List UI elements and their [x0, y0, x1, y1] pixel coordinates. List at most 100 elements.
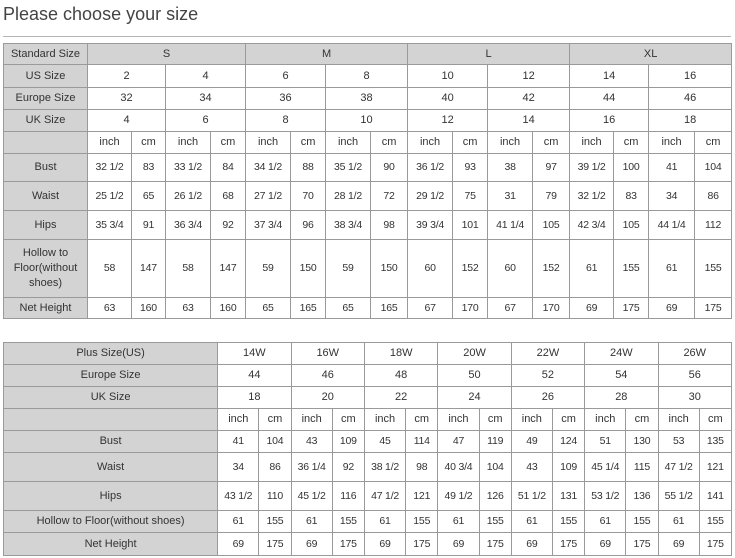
measurement-label: Hollow to Floor(without shoes)	[2, 510, 219, 533]
table-row: Bust 32 1/2 83 33 1/2 84 34 1/2 88 35 1/2 90 36 1…	[3, 153, 733, 182]
size-value: 34	[164, 87, 247, 110]
table-row: UK Size 18 20 22 24 26 28 30	[2, 386, 733, 409]
unit-cm: cm	[613, 131, 650, 154]
measurement-value: 36 3/4	[165, 210, 211, 240]
measurement-value: 175	[694, 297, 733, 319]
measurement-value: 116	[331, 481, 365, 511]
measurement-value: 68	[209, 181, 247, 211]
measurement-value: 110	[258, 481, 292, 511]
measurement-value: 152	[532, 239, 571, 298]
row-label: UK Size	[3, 109, 88, 132]
size-value: 14	[569, 64, 650, 88]
unit-cm: cm	[478, 408, 512, 431]
size-value: 4	[164, 64, 247, 88]
unit-inch: inch	[584, 408, 627, 431]
size-value: 26W	[657, 342, 733, 365]
measurement-value: 44 1/4	[648, 210, 696, 240]
size-value: 10	[325, 109, 409, 132]
measurement-value: 79	[532, 181, 571, 211]
unit-cm: cm	[532, 131, 571, 154]
measurement-value: 61	[290, 510, 333, 533]
measurement-value: 136	[625, 481, 659, 511]
unit-row: inch cm inch cm inch cm inch cm inch cm inch cm inch…	[3, 131, 733, 154]
measurement-value: 175	[625, 532, 659, 556]
standard-size-s: S	[86, 43, 247, 65]
measurement-value: 155	[478, 510, 512, 533]
size-value: 6	[245, 64, 327, 88]
measurement-value: 101	[452, 210, 489, 240]
size-value: 14W	[217, 342, 292, 365]
measurement-value: 45	[363, 430, 407, 453]
row-label: US Size	[3, 64, 88, 88]
measurement-value: 53 1/2	[584, 481, 627, 511]
measurement-value: 40 3/4	[437, 452, 480, 482]
measurement-value: 47 1/2	[363, 481, 407, 511]
measurement-value: 45 1/2	[290, 481, 333, 511]
measurement-value: 69	[363, 532, 407, 556]
table-row: Waist 25 1/2 65 26 1/2 68 27 1/2 70 28 1/2 72 29 …	[3, 181, 733, 211]
measurement-value: 47	[437, 430, 480, 453]
measurement-value: 38	[487, 153, 534, 182]
measurement-value: 75	[452, 181, 489, 211]
unit-cm: cm	[131, 131, 166, 154]
table-row: Hips 43 1/2 110 45 1/2 116 47 1/2 121 49 1/2 126…	[2, 481, 733, 511]
table-row: Europe Size 32 34 36 38 40 42 44 46	[3, 87, 733, 110]
measurement-value: 155	[625, 510, 659, 533]
measurement-value: 131	[551, 481, 586, 511]
unit-row: inch cm inch cm inch cm inch cm inch cm inch cm inch…	[2, 408, 733, 431]
unit-inch: inch	[325, 131, 372, 154]
measurement-value: 93	[452, 153, 489, 182]
unit-inch: inch	[363, 408, 407, 431]
header-row: Plus Size(US) 14W 16W 18W 20W 22W 24W 26W	[2, 342, 733, 365]
measurement-value: 49	[510, 430, 553, 453]
measurement-value: 175	[478, 532, 512, 556]
size-value: 46	[648, 87, 733, 110]
measurement-value: 47 1/2	[657, 452, 700, 482]
measurement-value: 32 1/2	[569, 181, 615, 211]
row-label: Europe Size	[3, 87, 88, 110]
unit-inch: inch	[87, 131, 132, 154]
measurement-value: 59	[325, 239, 372, 298]
size-value: 54	[584, 364, 659, 387]
measurement-value: 41	[648, 153, 696, 182]
header-label: Standard Size	[3, 43, 88, 65]
measurement-value: 147	[209, 239, 247, 298]
measurement-label: Bust	[3, 153, 88, 182]
measurement-value: 83	[613, 181, 650, 211]
measurement-value: 126	[478, 481, 512, 511]
unit-cm: cm	[370, 131, 409, 154]
size-value: 24	[437, 386, 512, 409]
measurement-value: 41 1/4	[487, 210, 534, 240]
measurement-value: 86	[258, 452, 292, 482]
measurement-value: 92	[209, 210, 247, 240]
unit-inch: inch	[245, 131, 292, 154]
measurement-value: 170	[532, 297, 571, 319]
measurement-value: 39 3/4	[407, 210, 454, 240]
measurement-label: Hips	[3, 210, 88, 240]
unit-inch: inch	[407, 131, 454, 154]
size-value: 32	[87, 87, 166, 110]
size-value: 16W	[290, 342, 365, 365]
unit-inch: inch	[569, 131, 615, 154]
unit-inch: inch	[290, 408, 333, 431]
table-row: Hollow to Floor(without shoes) 58 147 58 147…	[3, 239, 733, 298]
size-value: 12	[407, 109, 489, 132]
unit-inch: inch	[437, 408, 480, 431]
measurement-value: 84	[209, 153, 247, 182]
measurement-label: Net Height	[3, 297, 88, 319]
size-value: 44	[569, 87, 650, 110]
measurement-value: 34 1/2	[245, 153, 292, 182]
measurement-value: 98	[405, 452, 439, 482]
measurement-label: Net Height	[2, 532, 219, 556]
size-value: 14	[487, 109, 571, 132]
size-value: 56	[657, 364, 733, 387]
measurement-value: 155	[551, 510, 586, 533]
measurement-value: 29 1/2	[407, 181, 454, 211]
measurement-value: 109	[551, 452, 586, 482]
size-value: 20	[290, 386, 365, 409]
measurement-value: 36 1/4	[290, 452, 333, 482]
measurement-value: 65	[131, 181, 166, 211]
table-row: Europe Size 44 46 48 50 52 54 56	[2, 364, 733, 387]
size-value: 36	[245, 87, 327, 110]
divider	[3, 36, 731, 37]
